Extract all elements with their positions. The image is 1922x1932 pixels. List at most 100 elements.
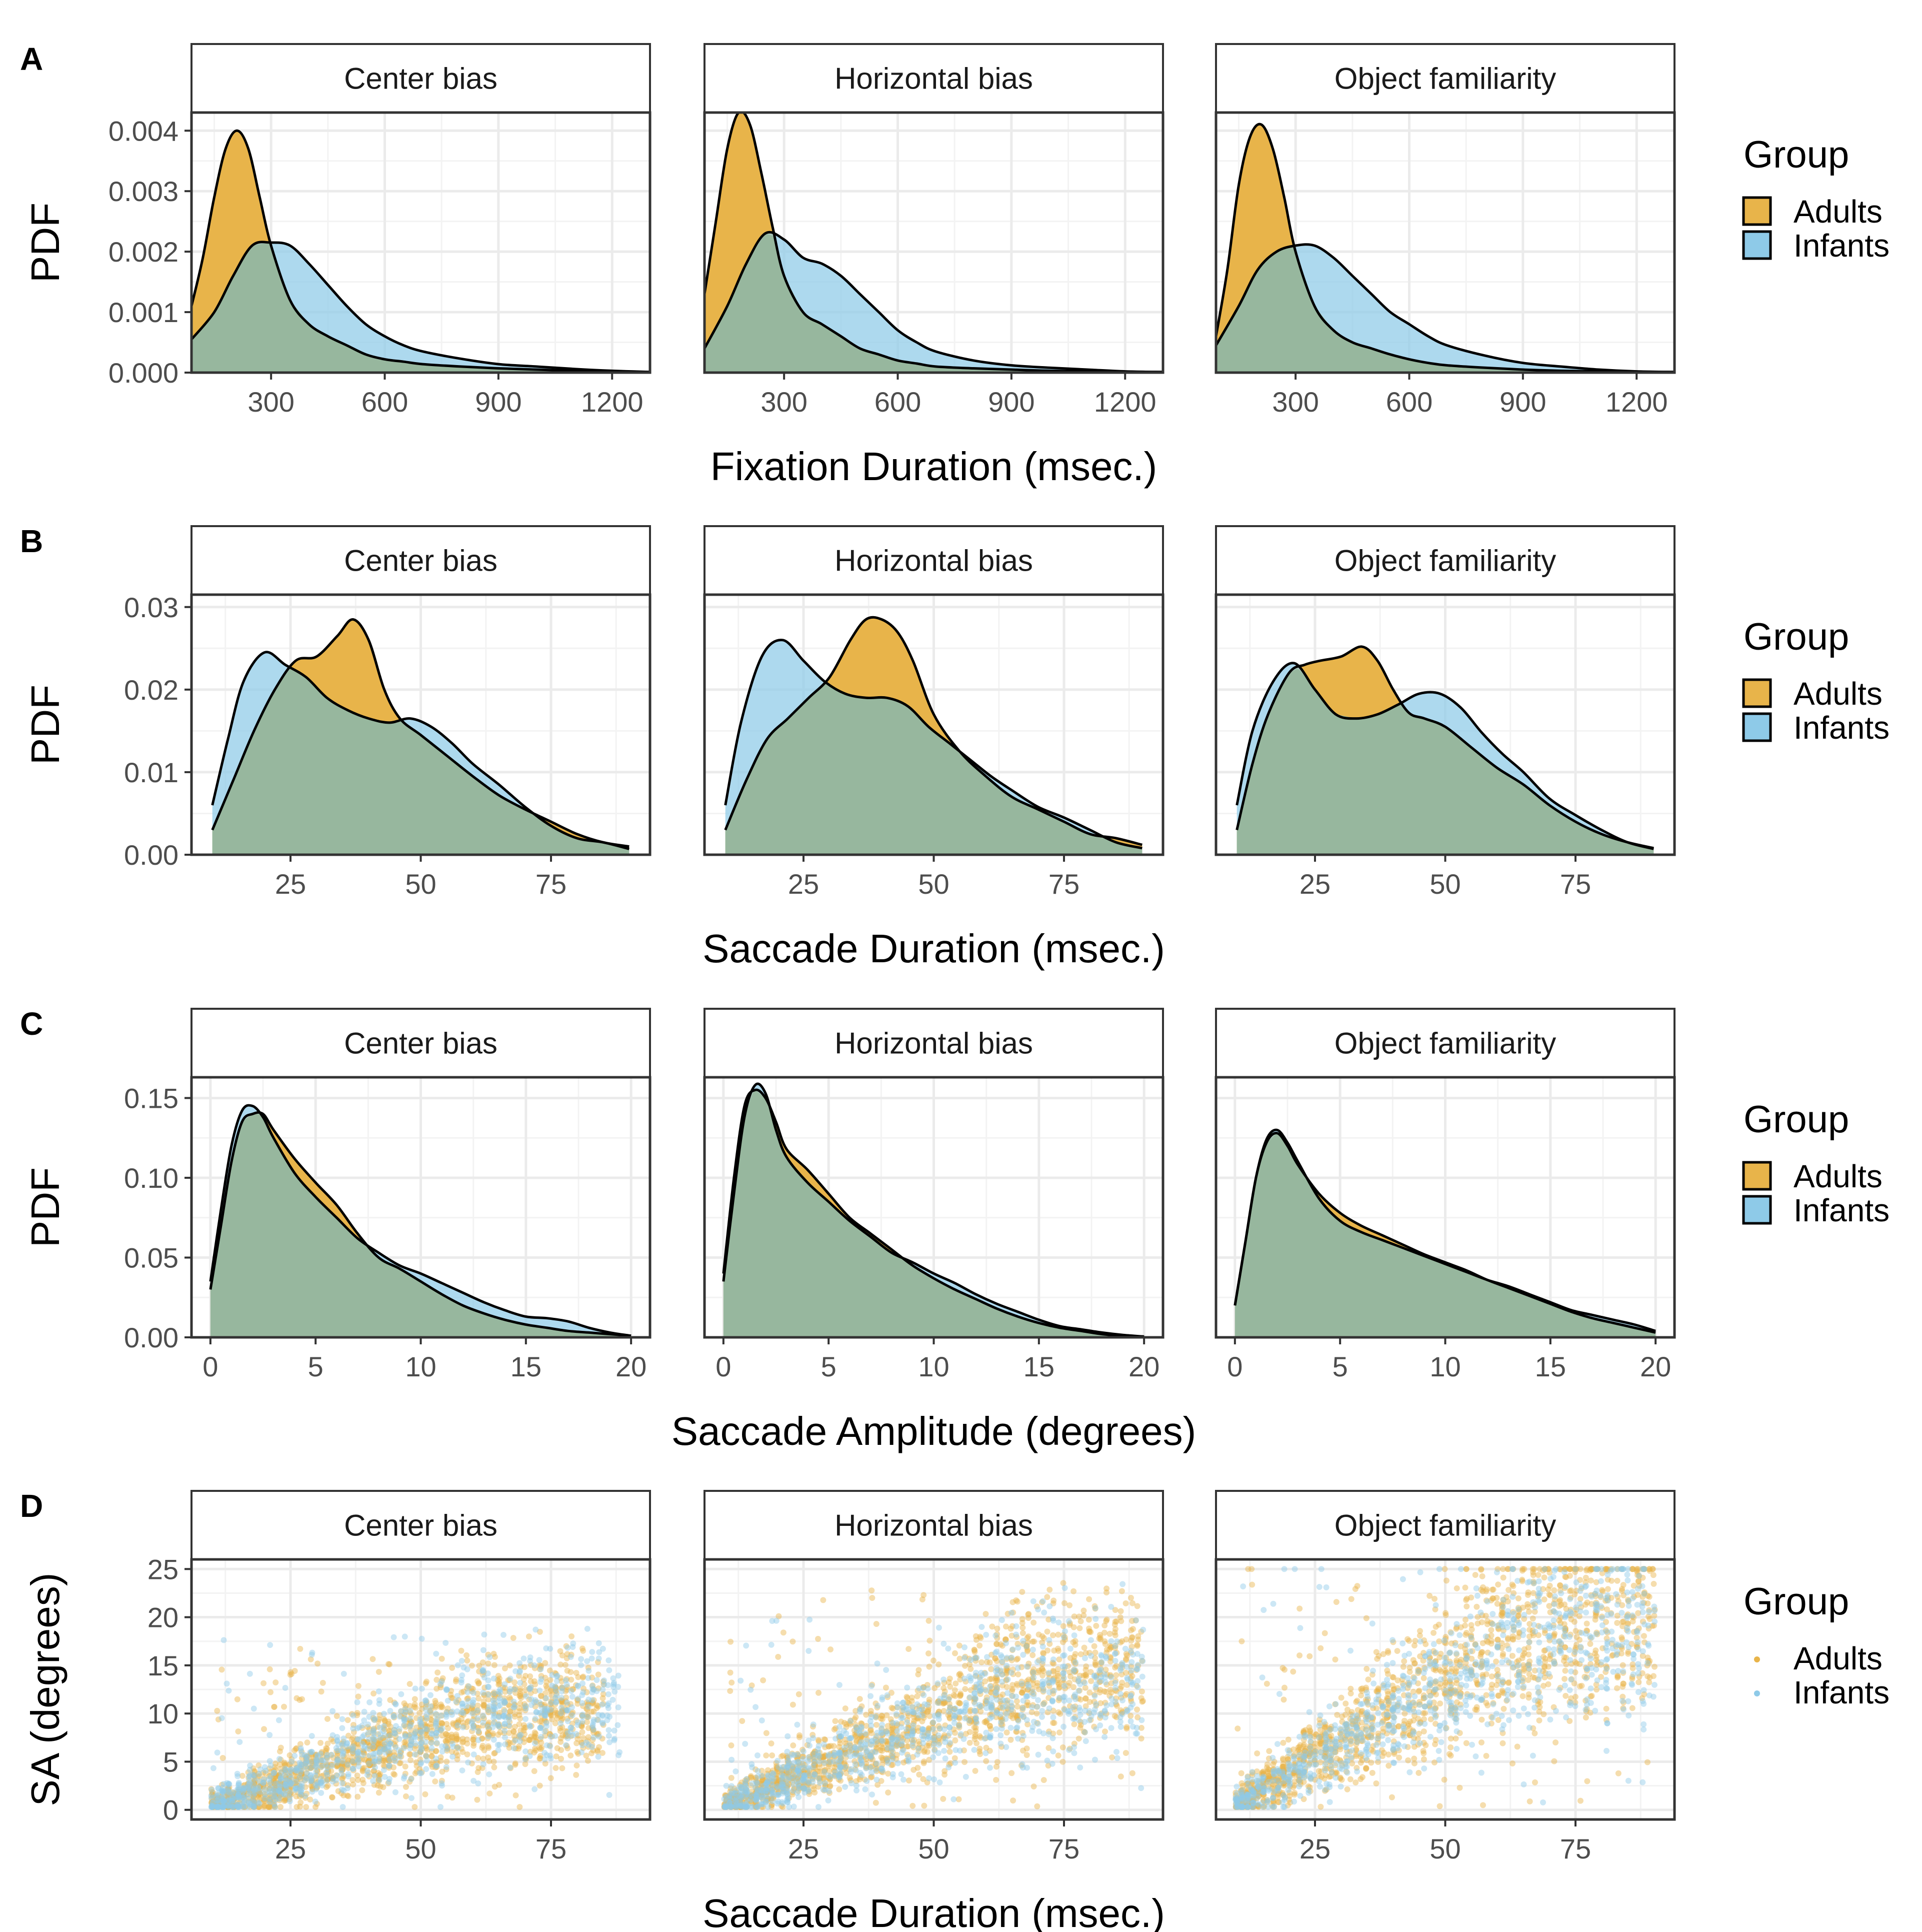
scatter-point [480, 1713, 486, 1719]
scatter-point [1128, 1627, 1134, 1633]
scatter-point [324, 1763, 330, 1769]
scatter-point [288, 1789, 294, 1795]
scatter-point [402, 1723, 409, 1730]
scatter-point [350, 1712, 356, 1719]
scatter-point [245, 1769, 252, 1776]
scatter-point [974, 1681, 980, 1688]
scatter-point [501, 1723, 508, 1730]
x-tick-label: 25 [275, 1833, 306, 1864]
scatter-point [355, 1693, 362, 1700]
scatter-point [371, 1730, 378, 1737]
scatter-point [261, 1775, 268, 1782]
scatter-point [418, 1739, 425, 1746]
scatter-point [594, 1716, 600, 1723]
scatter-point [350, 1739, 357, 1746]
scatter-point [292, 1768, 298, 1774]
scatter-point [214, 1799, 221, 1806]
scatter-point [527, 1654, 534, 1660]
legend-title: Group [1744, 134, 1849, 176]
scatter-point [542, 1660, 548, 1666]
scatter-point [303, 1757, 310, 1764]
scatter-point [345, 1757, 352, 1764]
scatter-point [837, 1764, 844, 1771]
scatter-point [224, 1803, 231, 1810]
scatter-point [344, 1761, 351, 1768]
scatter-point [760, 1677, 766, 1683]
scatter-point [366, 1762, 373, 1768]
scatter-point [1002, 1623, 1009, 1630]
scatter-point [453, 1676, 460, 1683]
scatter-point [416, 1770, 423, 1776]
scatter-point [320, 1772, 326, 1779]
scatter-point [308, 1748, 315, 1755]
scatter-point [334, 1747, 340, 1754]
scatter-point [454, 1724, 461, 1731]
scatter-point [350, 1767, 356, 1773]
scatter-point [874, 1660, 880, 1667]
scatter-point [318, 1758, 324, 1764]
scatter-point [527, 1736, 534, 1743]
scatter-point [460, 1738, 466, 1745]
scatter-point [449, 1794, 456, 1801]
scatter-point [400, 1745, 407, 1751]
scatter-point [916, 1685, 922, 1691]
scatter-point [1035, 1606, 1042, 1612]
scatter-point [570, 1640, 576, 1647]
scatter-point [930, 1719, 936, 1725]
scatter-point [262, 1786, 269, 1793]
scatter-point [962, 1655, 968, 1661]
scatter-point [1050, 1714, 1056, 1720]
scatter-point [872, 1749, 879, 1755]
scatter-point [910, 1766, 917, 1773]
scatter-point [236, 1786, 242, 1792]
scatter-point [806, 1742, 813, 1749]
scatter-point [276, 1779, 283, 1786]
y-axis-title: PDF [23, 1167, 68, 1247]
scatter-point [298, 1770, 305, 1776]
scatter-point [517, 1693, 524, 1699]
scatter-point [872, 1799, 879, 1806]
scatter-point [584, 1711, 590, 1718]
scatter-point [242, 1803, 248, 1810]
x-tick-label: 0 [716, 1351, 731, 1382]
scatter-point [214, 1795, 220, 1802]
scatter-point [904, 1684, 910, 1691]
scatter-point [252, 1798, 258, 1804]
scatter-point [406, 1717, 413, 1723]
scatter-point [450, 1743, 456, 1750]
scatter-point [340, 1766, 346, 1772]
scatter-point [919, 1712, 926, 1719]
scatter-point [418, 1761, 424, 1767]
x-tick-label: 0 [1227, 1351, 1242, 1382]
scatter-point [392, 1737, 399, 1744]
scatter-point [548, 1692, 554, 1698]
scatter-point [330, 1754, 336, 1761]
scatter-point [400, 1743, 407, 1750]
scatter-point [283, 1776, 290, 1783]
scatter-point [464, 1736, 470, 1743]
scatter-point [220, 1802, 226, 1808]
scatter-point [884, 1756, 890, 1763]
scatter-point [281, 1703, 288, 1710]
scatter-point [512, 1760, 518, 1766]
scatter-point [1060, 1623, 1066, 1629]
scatter-point [542, 1690, 548, 1696]
scatter-point [288, 1671, 294, 1677]
scatter-point [542, 1695, 548, 1702]
scatter-point [386, 1763, 392, 1769]
scatter-point [282, 1785, 288, 1792]
scatter-point [340, 1775, 346, 1781]
scatter-point [411, 1703, 418, 1710]
scatter-point [294, 1778, 300, 1784]
scatter-point [444, 1734, 450, 1741]
scatter-point [438, 1720, 445, 1727]
scatter-point [599, 1712, 606, 1718]
x-tick-label: 300 [1272, 386, 1318, 418]
scatter-point [340, 1787, 347, 1794]
scatter-point [606, 1700, 612, 1706]
scatter-point [356, 1763, 362, 1769]
scatter-point [282, 1776, 289, 1783]
scatter-point [962, 1715, 968, 1721]
